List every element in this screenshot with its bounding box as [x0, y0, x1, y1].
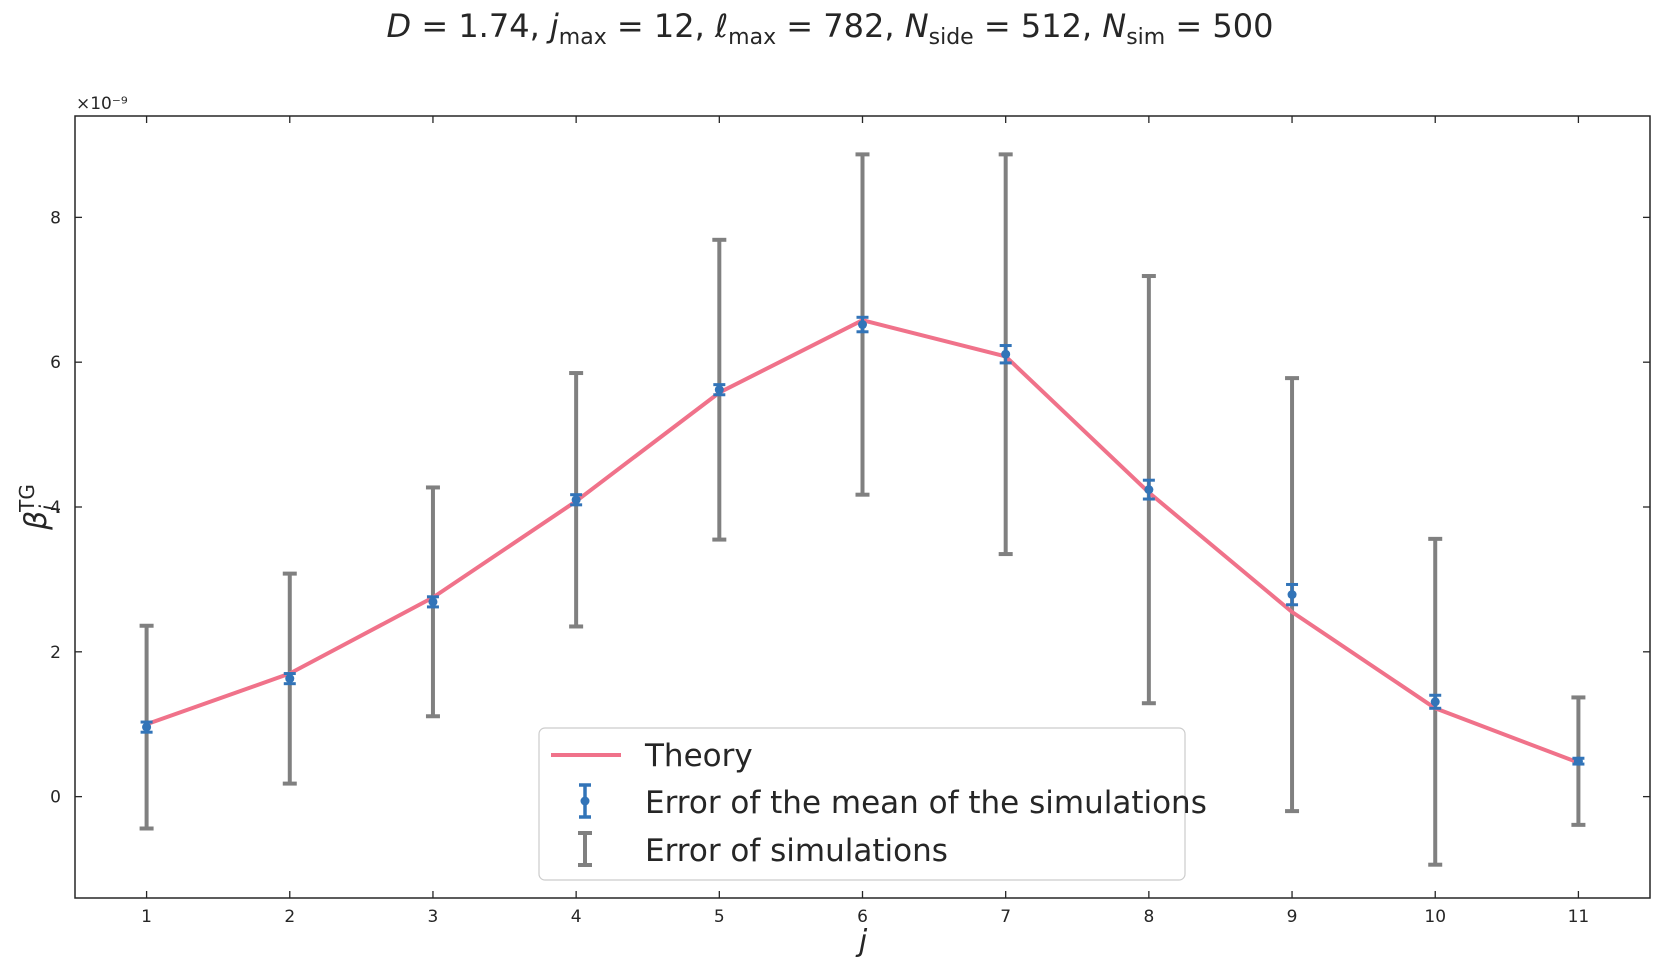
legend-mean-label: Error of the mean of the simulations	[645, 785, 1207, 821]
y-tick-label: 0	[50, 788, 61, 808]
x-tick-label: 6	[857, 907, 868, 927]
x-tick-label: 8	[1143, 907, 1154, 927]
mean-errorbar-point	[714, 385, 724, 395]
x-tick-label: 10	[1424, 907, 1446, 927]
mean-errorbar-point	[1573, 756, 1583, 766]
legend-mean-swatch	[579, 783, 591, 819]
legend: Theory Error of the mean of the simulati…	[538, 727, 1207, 881]
mean-errorbar-point	[428, 597, 438, 607]
legend-box	[538, 727, 1186, 881]
mean-errorbar-point	[1001, 349, 1011, 359]
legend-sim-swatch	[578, 831, 592, 867]
y-tick-label: 6	[50, 353, 61, 373]
legend-theory-label: Theory	[644, 738, 753, 774]
x-tick-label: 4	[571, 907, 582, 927]
y-axis-label: βjTG	[15, 484, 60, 531]
axis-ticks: 1 2 3 4 5 6 7 8 9 10 11 0 2 4 6 8	[50, 116, 1650, 927]
mean-errorbar-point	[858, 320, 867, 330]
x-axis-label: j	[855, 924, 868, 959]
y-scale-label: ×10⁻⁹	[76, 94, 128, 114]
mean-errorbar-point	[1144, 485, 1154, 495]
y-tick-label: 4	[50, 498, 61, 518]
chart-title: D = 1.74, jmax = 12, ℓmax = 782, Nside =…	[387, 7, 1274, 50]
mean-errorbars	[140, 315, 1585, 766]
legend-sim-label: Error of simulations	[645, 833, 948, 869]
mean-errorbar-point	[285, 674, 295, 684]
mean-errorbar-point	[1287, 590, 1297, 600]
y-tick-label: 8	[50, 208, 61, 228]
x-tick-label: 2	[284, 907, 295, 927]
mean-errorbar-point	[1430, 697, 1440, 707]
x-tick-label: 3	[428, 907, 439, 927]
x-tick-label: 7	[1000, 907, 1011, 927]
mean-errorbar-point	[142, 722, 152, 732]
x-tick-label: 9	[1287, 907, 1298, 927]
mean-errorbar-point	[571, 495, 581, 505]
y-tick-label: 2	[50, 643, 61, 663]
x-tick-label: 5	[714, 907, 725, 927]
x-tick-label: 1	[141, 907, 152, 927]
x-tick-label: 11	[1568, 907, 1590, 927]
